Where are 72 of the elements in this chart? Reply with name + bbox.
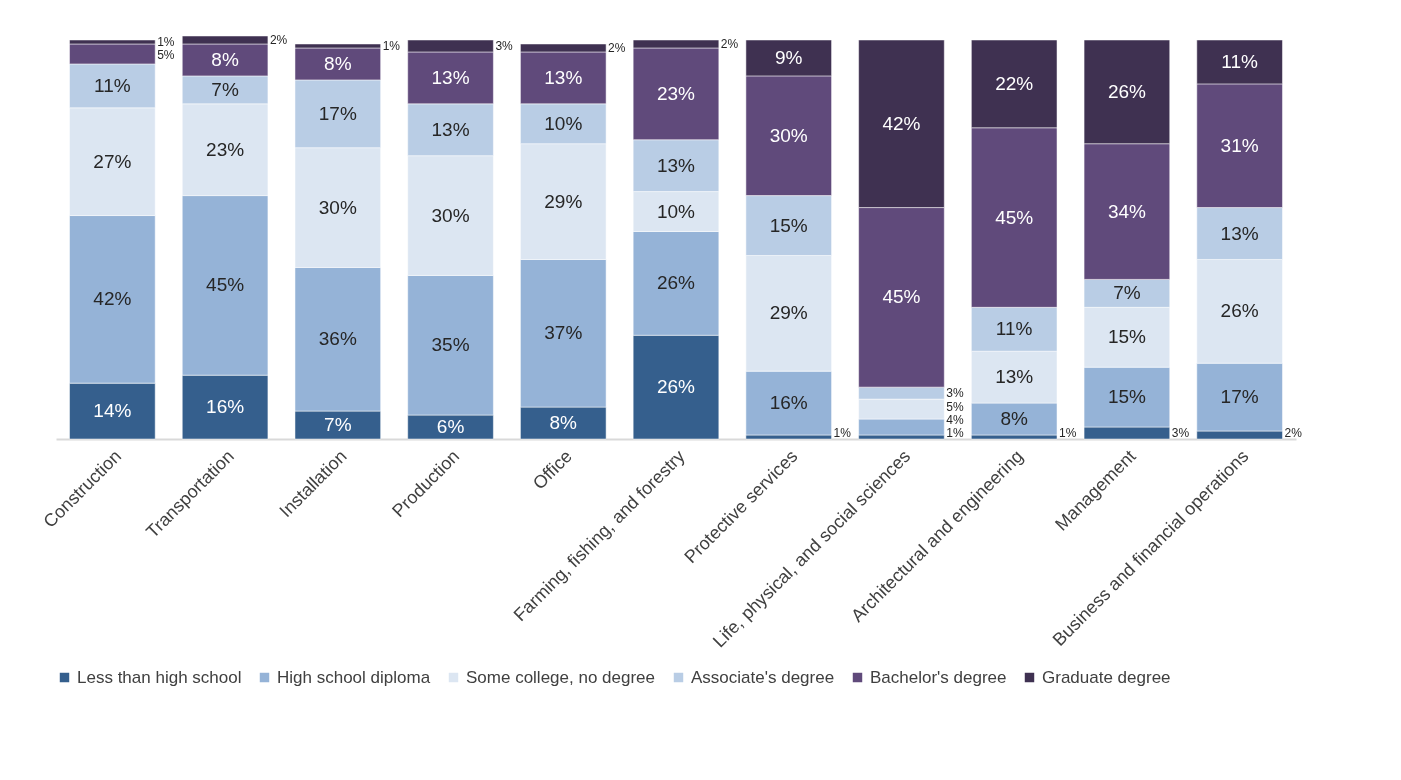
data-label: 17% [1220,386,1259,408]
data-label: 8% [549,412,578,434]
data-label: 26% [1107,80,1147,102]
data-label: 13% [995,366,1034,388]
data-label: 26% [1220,300,1259,322]
data-label: 27% [93,150,132,172]
data-label: 2% [608,40,626,55]
legend-label: Associate's degree [691,667,835,687]
data-label: 22% [995,72,1034,94]
legend-label: Some college, no degree [466,667,656,687]
data-label: 2% [1284,425,1303,440]
data-label: 11% [1221,50,1259,72]
data-label: 31% [1220,134,1259,156]
data-label: 13% [1220,222,1259,244]
data-label: 42% [882,112,921,134]
legend-label: Graduate degree [1042,667,1171,687]
data-label: 26% [656,272,696,294]
data-label: 1% [382,38,401,53]
data-label: 37% [544,322,583,344]
data-label: 2% [720,36,739,51]
data-label: 45% [206,274,245,296]
data-label: 17% [318,102,357,124]
legend-label: Less than high school [77,667,242,687]
data-label: 13% [656,154,696,176]
data-label: 7% [211,78,239,100]
data-label: 1% [833,425,852,440]
data-label: 45% [995,206,1034,228]
data-label: 35% [431,334,470,356]
data-label: 15% [1107,386,1147,408]
data-label: 23% [206,138,245,160]
data-label: 26% [656,376,696,398]
data-label: 11% [995,318,1033,340]
data-label: 29% [544,190,583,212]
data-label: 13% [544,66,583,88]
data-label: 30% [431,204,470,226]
data-label: 1% [946,425,964,440]
data-label: 30% [769,124,808,146]
data-label: 2% [269,32,288,47]
data-label: 30% [318,196,357,218]
legend-label: Bachelor's degree [870,667,1007,687]
legend-label: High school diploma [277,667,431,687]
data-label: 14% [93,400,132,422]
data-label: 16% [206,396,245,418]
data-label: 1% [1059,425,1077,440]
data-label: 3% [946,386,964,401]
data-label: 8% [324,52,352,74]
data-label: 15% [769,214,808,236]
data-label: 11% [94,74,131,96]
data-label: 8% [1000,408,1029,430]
data-label: 6% [436,416,465,438]
data-label: 3% [495,38,514,53]
data-label: 16% [769,392,808,414]
data-label: 23% [656,82,696,104]
data-label: 13% [431,66,470,88]
data-label: 1% [157,34,175,49]
data-label: 7% [1113,282,1141,304]
data-label: 34% [1107,200,1147,222]
data-label: 3% [1171,425,1190,440]
data-label: 7% [324,414,352,436]
data-label: 36% [318,328,357,350]
data-label: 10% [656,200,696,222]
data-label: 5% [946,399,964,414]
data-label: 10% [544,112,583,134]
data-label: 15% [1107,326,1147,348]
data-label: 8% [211,48,239,70]
data-label: 9% [774,46,803,68]
data-label: 5% [157,47,175,62]
data-label: 13% [431,118,470,140]
data-label: 29% [769,302,808,324]
data-label: 42% [93,288,132,310]
data-label: 4% [946,412,964,427]
data-label: 45% [882,286,921,308]
